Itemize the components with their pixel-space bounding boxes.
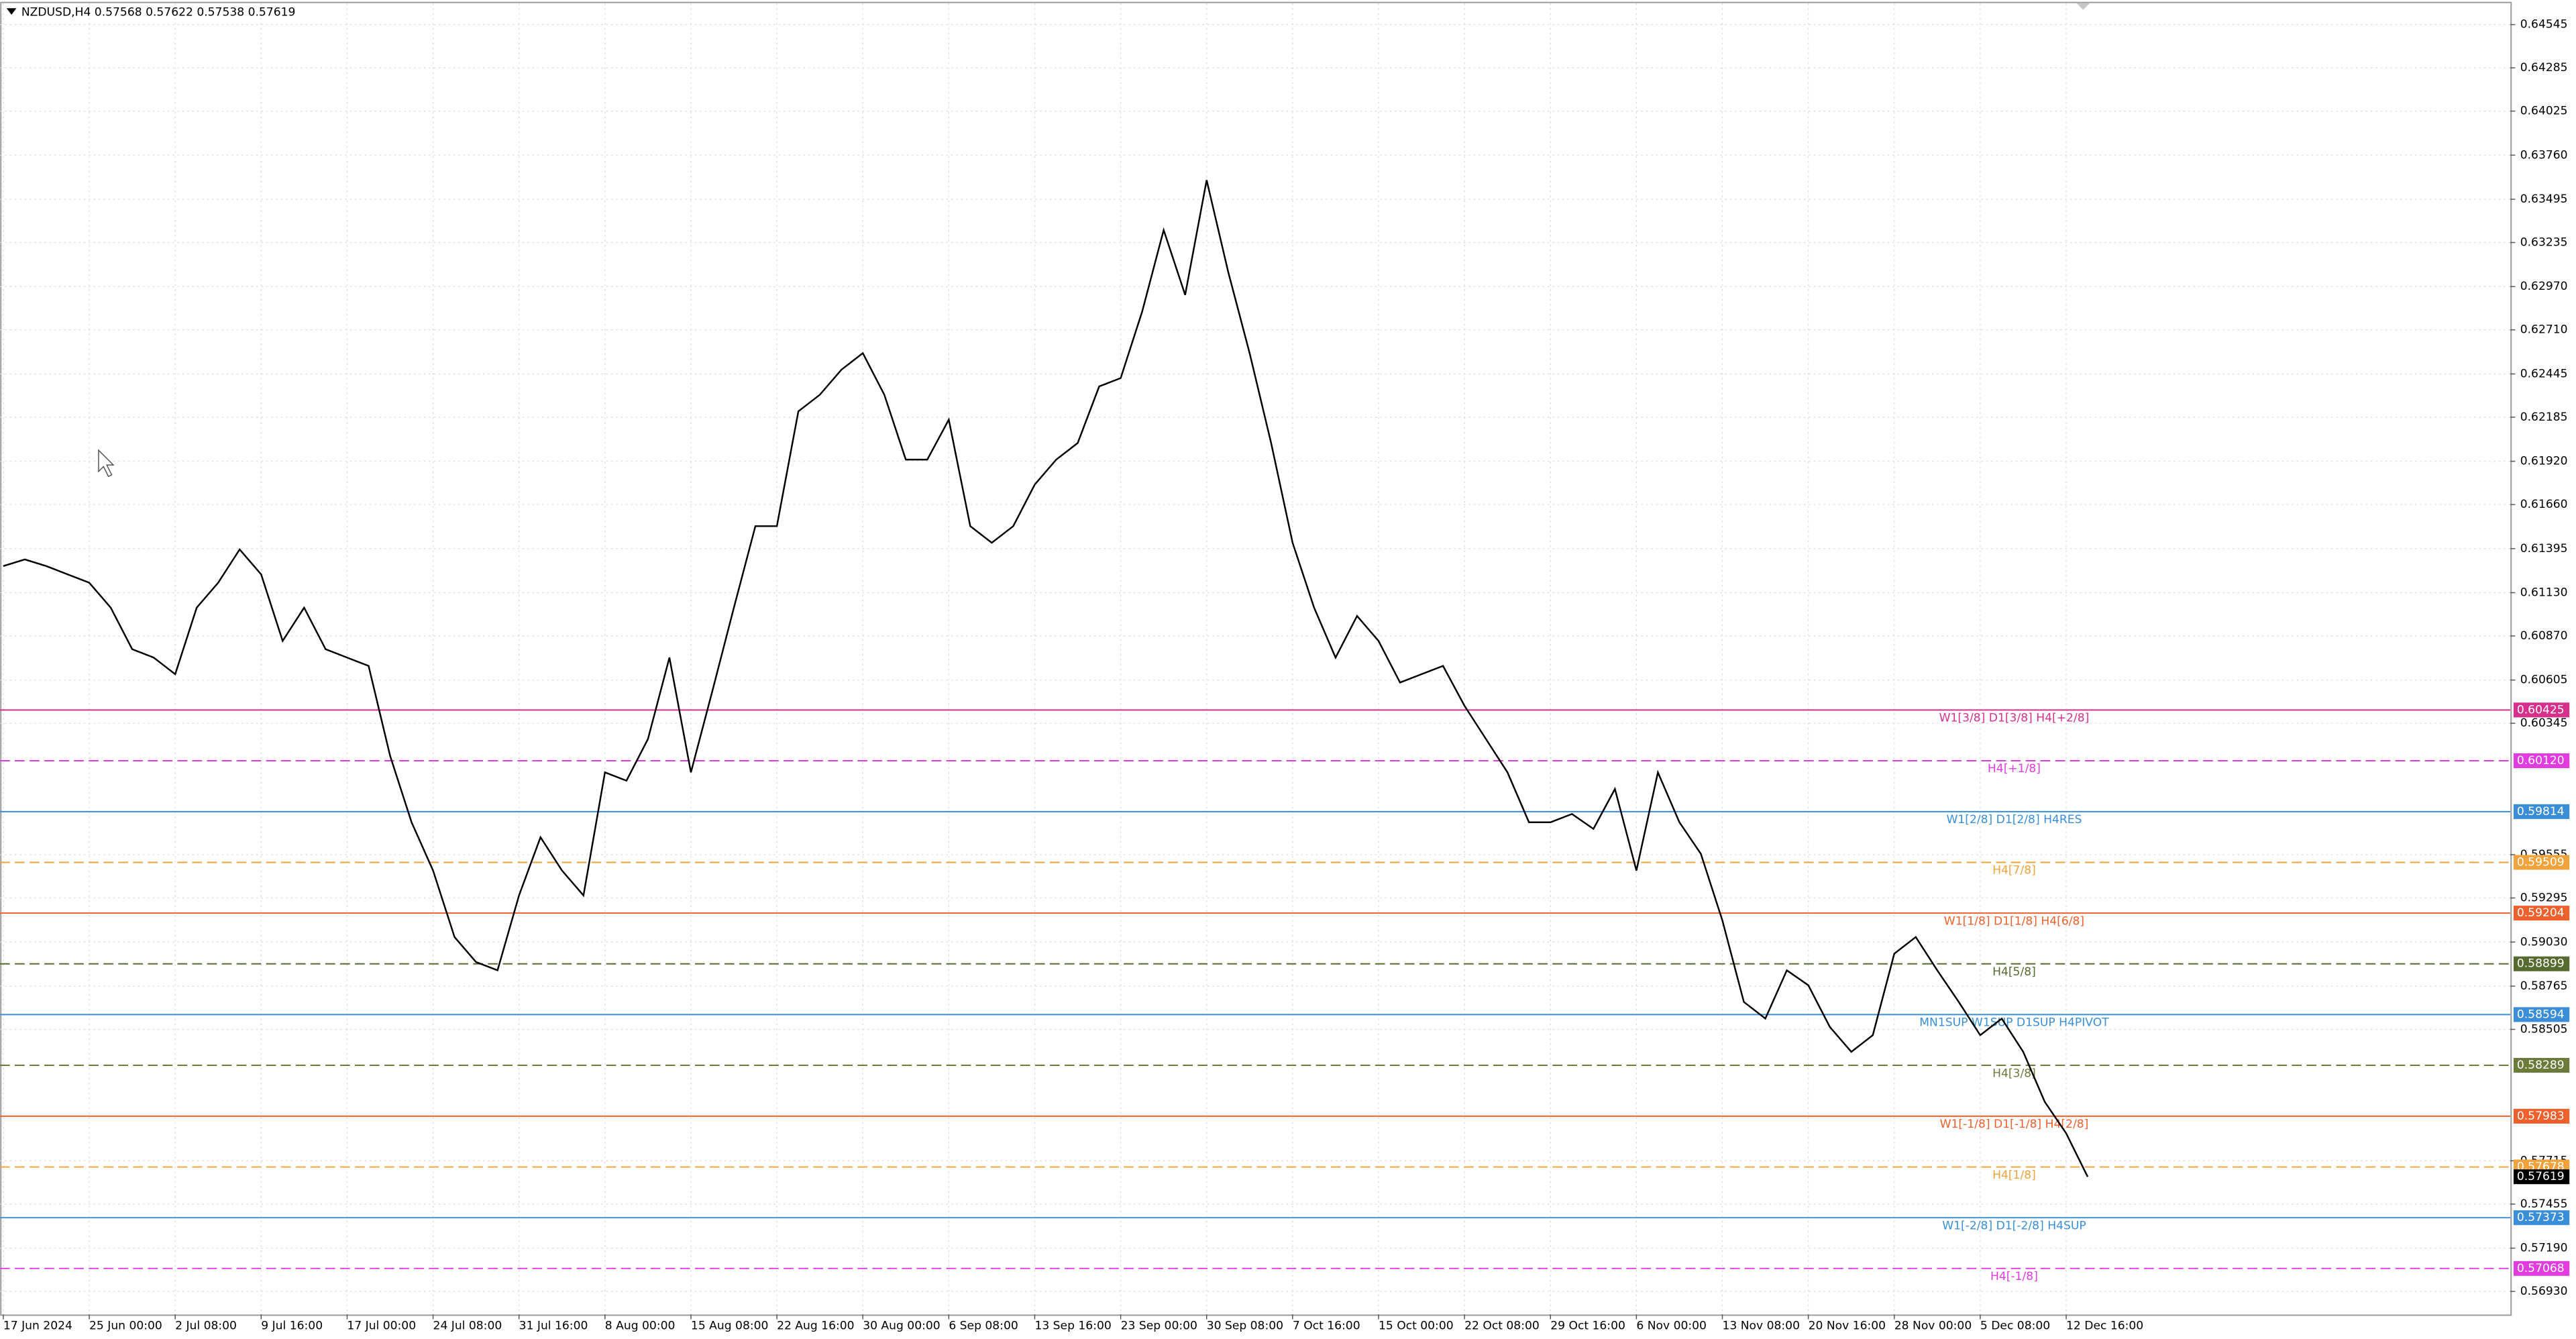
series <box>3 180 2089 1177</box>
x-tick-label: 15 Aug 08:00 <box>691 1319 768 1332</box>
level-label: H4[7/8] <box>1992 864 2036 877</box>
x-tick-label: 17 Jun 2024 <box>3 1319 72 1332</box>
scroll-marker[interactable] <box>2076 3 2090 10</box>
x-tick-label: 5 Dec 08:00 <box>1980 1319 2050 1332</box>
y-tick-label: 0.57190 <box>2520 1242 2568 1255</box>
x-tick-label: 23 Sep 00:00 <box>1121 1319 1197 1332</box>
grid <box>0 3 2511 1315</box>
x-tick-label: 20 Nov 16:00 <box>1809 1319 1886 1332</box>
levels: W1[3/8] D1[3/8] H4[+2/8] H4[+1/8] W1[2/8] … <box>0 709 2511 1283</box>
price-tag <box>2513 702 2570 718</box>
y-tick-label: 0.61660 <box>2520 498 2568 511</box>
x-tick-label: 17 Jul 00:00 <box>347 1319 416 1332</box>
price-tag <box>2513 1058 2570 1073</box>
x-tick-label: 30 Sep 08:00 <box>1207 1319 1283 1332</box>
current-price-label: 0.57619 <box>2517 1170 2565 1183</box>
x-tick-label: 6 Nov 00:00 <box>1636 1319 1707 1332</box>
price-tag <box>2513 906 2570 921</box>
y-tick-label: 0.61130 <box>2520 586 2568 600</box>
level-label: W1[1/8] D1[1/8] H4[6/8] <box>1944 914 2084 928</box>
price-tag-label: 0.58899 <box>2517 957 2565 971</box>
x-tick-label: 13 Sep 16:00 <box>1034 1319 1111 1332</box>
y-tick-label: 0.57455 <box>2520 1197 2568 1211</box>
x-tick-label: 12 Dec 16:00 <box>2066 1319 2143 1332</box>
y-tick-label: 0.64025 <box>2520 105 2568 118</box>
y-tick-label: 0.61395 <box>2520 542 2568 555</box>
x-tick-label: 8 Aug 00:00 <box>605 1319 676 1332</box>
x-tick-label: 15 Oct 00:00 <box>1379 1319 1454 1332</box>
x-tick-label: 7 Oct 16:00 <box>1293 1319 1360 1332</box>
x-tick-label: 30 Aug 00:00 <box>863 1319 940 1332</box>
price-tag-label: 0.57373 <box>2517 1211 2565 1224</box>
level-label: H4[-1/8] <box>1990 1270 2038 1283</box>
x-tick-label: 31 Jul 16:00 <box>519 1319 588 1332</box>
y-tick-label: 0.56930 <box>2520 1285 2568 1298</box>
level-label: H4[+1/8] <box>1988 762 2041 775</box>
price-tag-label: 0.59509 <box>2517 855 2565 869</box>
price-tag <box>2513 1261 2570 1276</box>
price-tag <box>2513 1108 2570 1124</box>
level-label: W1[-2/8] D1[-2/8] H4SUP <box>1942 1219 2086 1232</box>
y-tick-label: 0.64285 <box>2520 61 2568 74</box>
x-tick-label: 6 Sep 08:00 <box>949 1319 1018 1332</box>
level-label: H4[5/8] <box>1992 965 2036 979</box>
price-tag <box>2513 753 2570 768</box>
x-tick-label: 2 Jul 08:00 <box>175 1319 237 1332</box>
price-tag-label: 0.60425 <box>2517 703 2565 716</box>
y-tick-label: 0.60345 <box>2520 716 2568 730</box>
y-tick-label: 0.64545 <box>2520 18 2568 32</box>
level-label: MN1SUP W1SUP D1SUP H4PIVOT <box>1919 1016 2109 1030</box>
x-tick-label: 13 Nov 08:00 <box>1723 1319 1800 1332</box>
x-tick-label: 29 Oct 16:00 <box>1550 1319 1625 1332</box>
y-tick-label: 0.59030 <box>2520 935 2568 949</box>
y-tick-label: 0.60870 <box>2520 629 2568 643</box>
price-tag-label: 0.58594 <box>2517 1008 2565 1021</box>
menu-arrow[interactable] <box>6 8 17 15</box>
plot-frame <box>0 1 2512 1316</box>
y-tick-label: 0.59295 <box>2520 892 2568 905</box>
y-tick-label: 0.58505 <box>2520 1022 2568 1036</box>
price-tag-label: 0.59204 <box>2517 906 2565 920</box>
level-label: H4[1/8] <box>1992 1169 2036 1182</box>
price-tag-label: 0.60120 <box>2517 754 2565 767</box>
price-tag <box>2513 855 2570 870</box>
price-tag <box>2513 804 2570 819</box>
price-line <box>3 180 2089 1177</box>
level-label: W1[3/8] D1[3/8] H4[+2/8] <box>1939 712 2090 725</box>
chart-title: NZDUSD,H4 0.57568 0.57622 0.57538 0.5761… <box>21 5 296 19</box>
price-tag <box>2513 1210 2570 1226</box>
y-tick-label: 0.63495 <box>2520 193 2568 206</box>
level-label: H4[3/8] <box>1992 1067 2036 1080</box>
y-tick-label: 0.62970 <box>2520 280 2568 293</box>
axis: 0.64545 0.64285 0.64025 0.63760 0.63495 0.632… <box>3 18 2570 1332</box>
price-tag-label: 0.57983 <box>2517 1110 2565 1123</box>
price-tag <box>2513 956 2570 971</box>
x-tick-label: 22 Aug 16:00 <box>777 1319 854 1332</box>
y-tick-label: 0.62185 <box>2520 411 2568 424</box>
x-tick-label: 25 Jun 00:00 <box>89 1319 162 1332</box>
x-tick-label: 9 Jul 16:00 <box>261 1319 323 1332</box>
x-tick-label: 28 Nov 00:00 <box>1894 1319 1972 1332</box>
y-tick-label: 0.63760 <box>2520 148 2568 162</box>
level-label: W1[2/8] D1[2/8] H4RES <box>1946 813 2082 826</box>
price-tag-label: 0.59814 <box>2517 805 2565 818</box>
price-tag-label: 0.58289 <box>2517 1059 2565 1072</box>
cursor <box>98 449 115 478</box>
y-tick-label: 0.58765 <box>2520 979 2568 993</box>
level-label: W1[-1/8] D1[-1/8] H4[2/8] <box>1940 1118 2089 1131</box>
y-tick-label: 0.61920 <box>2520 455 2568 468</box>
x-tick-label: 22 Oct 08:00 <box>1464 1319 1540 1332</box>
price-tag <box>2513 1007 2570 1022</box>
price-tag-label: 0.57068 <box>2517 1262 2565 1275</box>
y-tick-label: 0.60605 <box>2520 674 2568 687</box>
y-tick-label: 0.62445 <box>2520 367 2568 380</box>
y-tick-label: 0.63235 <box>2520 235 2568 249</box>
y-tick-label: 0.62710 <box>2520 323 2568 337</box>
current-price-tag <box>2513 1169 2570 1185</box>
x-tick-label: 24 Jul 08:00 <box>433 1319 502 1332</box>
